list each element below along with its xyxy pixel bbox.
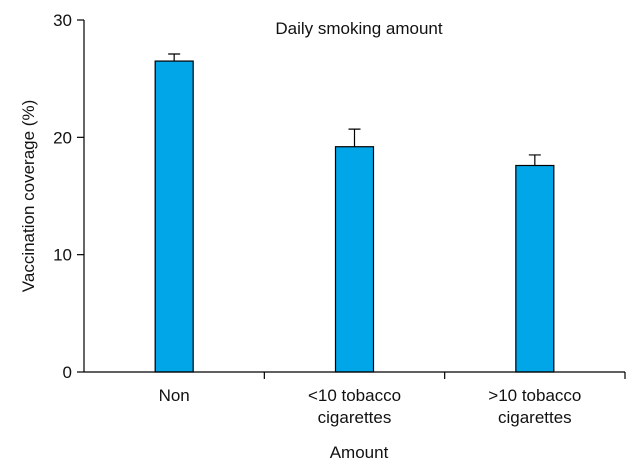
category-label: >10 tobacco cigarettes xyxy=(488,386,581,427)
y-tick-label: 30 xyxy=(53,11,72,30)
bar xyxy=(515,164,555,373)
y-axis-title: Vaccination coverage (%) xyxy=(19,100,38,292)
x-axis-title: Amount xyxy=(330,443,389,462)
x-ticks-layer xyxy=(263,372,626,379)
y-ticks-layer: 0 10 20 30 xyxy=(53,11,84,382)
bar xyxy=(154,60,194,373)
error-bars-layer xyxy=(168,53,541,166)
error-bar xyxy=(348,128,361,147)
bars-layer xyxy=(154,60,555,373)
category-label: Non xyxy=(159,386,190,405)
y-tick-label: 10 xyxy=(53,246,72,265)
error-bar xyxy=(528,154,541,166)
y-tick-label: 20 xyxy=(53,128,72,147)
category-label: <10 tobacco cigarettes xyxy=(308,386,401,427)
bar xyxy=(334,146,375,373)
chart-title: Daily smoking amount xyxy=(275,19,443,38)
error-bar xyxy=(168,53,181,62)
category-labels-layer: Non <10 tobacco cigarettes >10 tobacco cigar… xyxy=(159,386,582,427)
y-tick-label: 0 xyxy=(63,363,72,382)
